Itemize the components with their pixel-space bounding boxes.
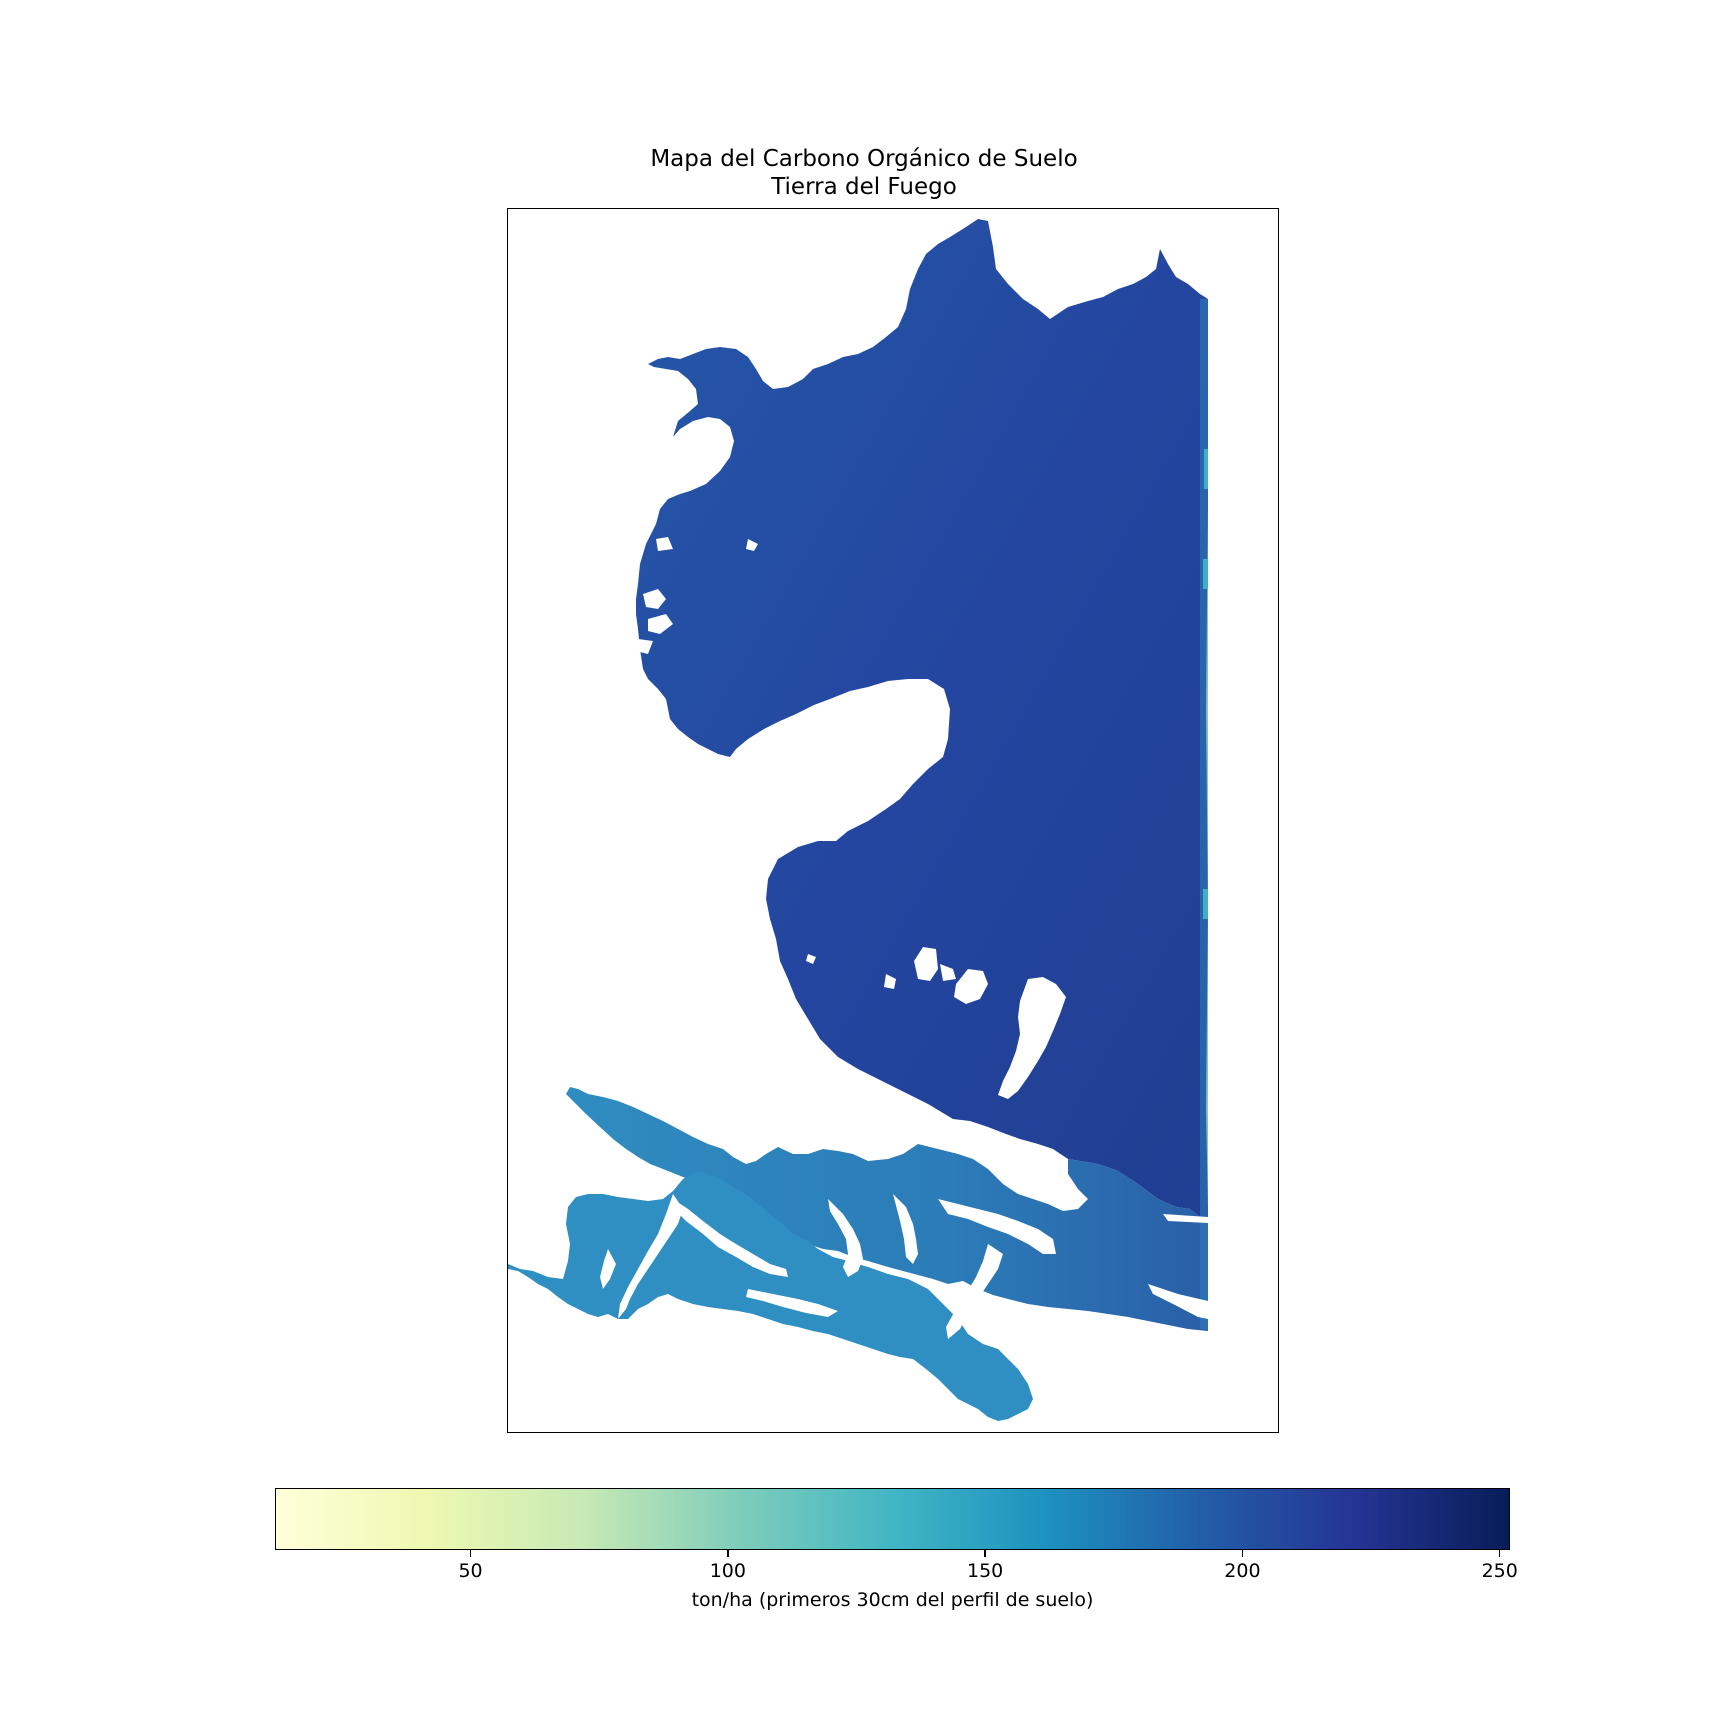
north-landmass <box>636 219 1208 1219</box>
se-inlet <box>1163 1214 1208 1223</box>
soil-carbon-raster <box>508 219 1208 1421</box>
colorbar-tick-label: 200 <box>1224 1560 1261 1582</box>
colorbar-tick-label: 100 <box>709 1560 746 1582</box>
colorbar <box>275 1488 1510 1550</box>
colorbar-tick-label: 50 <box>458 1560 483 1582</box>
east-edge-cyan-2 <box>1203 559 1208 589</box>
colorbar-tick <box>1498 1550 1501 1557</box>
colorbar-tick-label: 250 <box>1481 1560 1518 1582</box>
colorbar-tick <box>984 1550 986 1557</box>
east-edge-cyan-3 <box>1203 889 1208 919</box>
south-landmass <box>566 1087 1208 1331</box>
map-subtitle: Tierra del Fuego <box>771 174 957 200</box>
map-title: Mapa del Carbono Orgánico de Suelo <box>650 146 1078 172</box>
map-frame <box>507 208 1279 1433</box>
se-inlet-2 <box>1148 1284 1208 1319</box>
colorbar-tick <box>1241 1550 1244 1557</box>
colorbar-label: ton/ha (primeros 30cm del perfil de suel… <box>691 1589 1094 1611</box>
colorbar-tick <box>469 1550 472 1557</box>
east-edge-strip <box>1200 299 1208 1329</box>
lakes <box>746 539 1066 1099</box>
colorbar-tick <box>727 1550 729 1557</box>
water-channels <box>600 1194 1056 1339</box>
nw-inlets <box>636 537 673 654</box>
east-edge-cyan <box>1204 449 1208 489</box>
colorbar-tick-label: 150 <box>966 1560 1004 1582</box>
